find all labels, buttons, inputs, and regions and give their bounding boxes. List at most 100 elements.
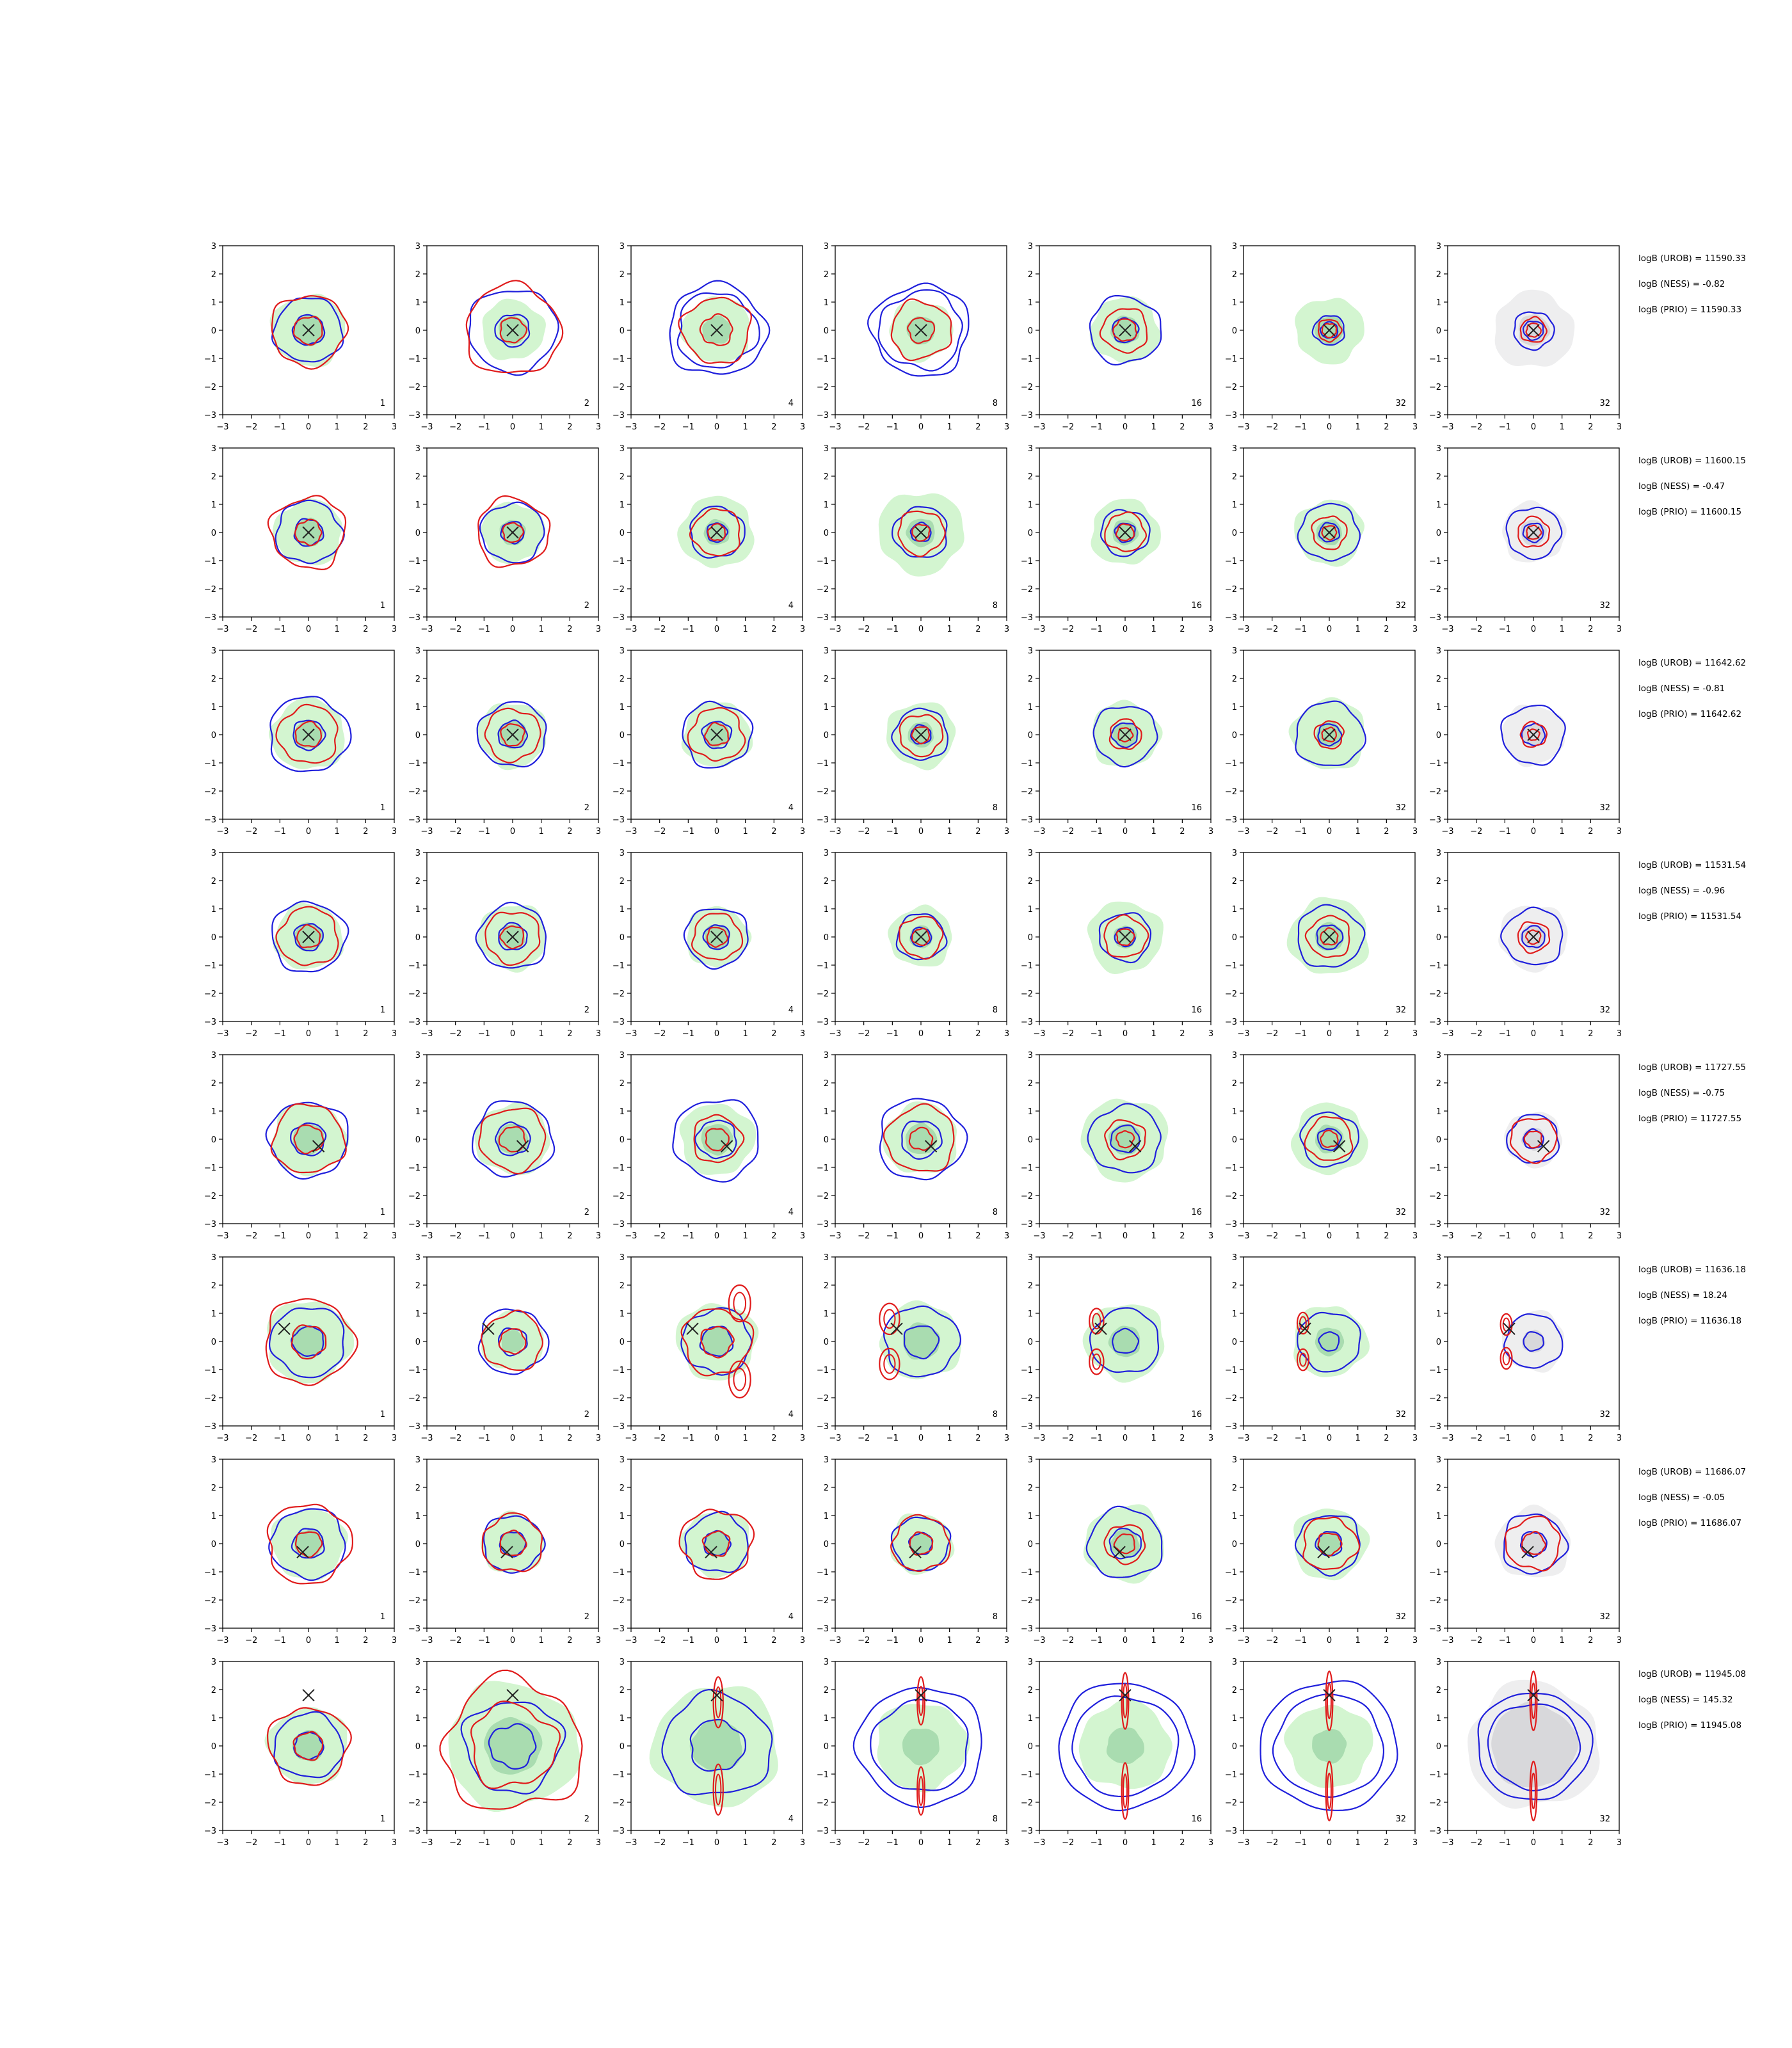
x-tick-label: −2 [1470, 1636, 1482, 1645]
y-tick-label: 1 [211, 905, 216, 915]
y-tick-label: −2 [1021, 383, 1033, 392]
true-value-marker [1527, 324, 1540, 337]
y-tick-label: 2 [1028, 877, 1033, 886]
x-tick-label: 3 [1208, 1838, 1213, 1848]
y-tick-label: −2 [1021, 1394, 1033, 1404]
blue-contour [867, 282, 970, 377]
panel-label: 2 [584, 1410, 589, 1420]
x-tick-label: 1 [1151, 827, 1156, 836]
y-tick-label: −1 [408, 1770, 420, 1780]
x-tick-label: −3 [216, 422, 228, 432]
y-tick-label: −1 [1225, 1366, 1237, 1375]
blue-contour [1092, 706, 1158, 768]
row-stats-2: logB (UROB) = 11600.15 logB (NESS) = -0.4… [1638, 456, 1746, 517]
true-value-marker [1119, 728, 1132, 741]
y-tick-label: 2 [211, 1281, 216, 1291]
y-tick-label: −1 [204, 355, 216, 364]
panel-label: 32 [1599, 1814, 1610, 1824]
y-tick-label: −1 [1021, 1770, 1033, 1780]
x-tick-label: 3 [1004, 422, 1009, 432]
panel-label: 1 [380, 601, 385, 611]
y-tick-label: −3 [204, 815, 216, 825]
x-tick-label: −2 [1470, 1029, 1482, 1039]
x-tick-label: 0 [510, 1636, 515, 1645]
plot-area [1494, 289, 1575, 367]
blue-contour [1260, 1680, 1398, 1811]
blue-contour [891, 707, 949, 761]
y-tick-label: −1 [408, 1568, 420, 1578]
y-tick-label: 3 [415, 1253, 420, 1263]
x-tick-label: 0 [1327, 827, 1332, 836]
x-tick-label: −1 [682, 827, 694, 836]
y-tick-label: 1 [824, 1714, 829, 1724]
density-fill-inner [1491, 1701, 1579, 1788]
x-tick-label: −3 [829, 625, 841, 634]
red-contour-lobe [712, 1763, 724, 1816]
y-tick-label: 0 [1436, 1742, 1441, 1752]
y-tick-label: −2 [612, 989, 625, 999]
y-tick-label: 3 [1028, 646, 1033, 656]
y-tick-label: 0 [415, 933, 420, 943]
x-tick-label: 1 [947, 625, 952, 634]
y-tick-label: −1 [204, 961, 216, 971]
y-tick-label: 0 [1028, 529, 1033, 538]
plot-area [672, 1099, 759, 1183]
x-tick-label: −3 [216, 1838, 228, 1848]
x-tick-label: 1 [335, 1434, 340, 1443]
panel-r8-c6: −3 −2 −1 0 1 2 3 −3 −2 −1 0 1 2 3 32 [1225, 1658, 1418, 1848]
x-tick-label: 2 [1180, 1434, 1185, 1443]
y-tick-label: −2 [1429, 1192, 1441, 1201]
x-tick-label: 3 [1208, 625, 1213, 634]
true-value-marker [1299, 1322, 1311, 1335]
x-tick-label: −3 [420, 1029, 433, 1039]
y-tick-label: −3 [1429, 1827, 1441, 1836]
y-tick-label: 1 [1436, 703, 1441, 712]
panel-r5-c6: −3 −2 −1 0 1 2 3 −3 −2 −1 0 1 2 3 32 [1225, 1051, 1418, 1241]
x-tick-label: 0 [1327, 422, 1332, 432]
y-tick-label: 3 [1028, 1051, 1033, 1060]
x-tick-label: 2 [1180, 1636, 1185, 1645]
blue-contour [901, 1120, 943, 1160]
y-tick-label: −1 [612, 355, 625, 364]
red-contour [1313, 720, 1345, 750]
y-tick-label: 1 [824, 905, 829, 915]
x-tick-label: 1 [1560, 422, 1565, 432]
x-tick-label: 3 [392, 1434, 397, 1443]
plot-area [1500, 1310, 1565, 1373]
y-tick-label: 0 [1232, 731, 1237, 740]
plot-area [1260, 1670, 1398, 1821]
panel-r8-c3: −3 −2 −1 0 1 2 3 −3 −2 −1 0 1 2 3 4 [612, 1658, 805, 1848]
y-tick-label: −1 [817, 1366, 829, 1375]
panel-r8-c4: −3 −2 −1 0 1 2 3 −3 −2 −1 0 1 2 3 8 [817, 1658, 1009, 1848]
x-tick-label: 0 [1531, 1434, 1536, 1443]
plot-area [1286, 897, 1369, 974]
red-contour [439, 1669, 583, 1810]
density-fill-inner [1522, 1329, 1546, 1353]
blue-contour [1318, 1331, 1340, 1352]
x-tick-label: −1 [1499, 1838, 1511, 1848]
blue-contour [1071, 1695, 1180, 1798]
y-tick-label: −2 [612, 1192, 625, 1201]
x-tick-label: −2 [653, 1838, 666, 1848]
y-tick-label: 0 [1436, 933, 1441, 943]
y-tick-label: −3 [204, 411, 216, 420]
red-contour-lobe [1325, 1670, 1334, 1731]
x-tick-label: 0 [714, 625, 719, 634]
x-tick-label: −1 [886, 827, 899, 836]
x-tick-label: −2 [1470, 1231, 1482, 1241]
panel-label: 16 [1191, 399, 1202, 408]
y-tick-label: −1 [1429, 1770, 1441, 1780]
x-tick-label: −1 [274, 422, 286, 432]
x-tick-label: 3 [1412, 1838, 1418, 1848]
y-tick-label: 2 [1436, 472, 1441, 482]
y-tick-label: 1 [1436, 905, 1441, 915]
x-tick-label: 1 [335, 1838, 340, 1848]
x-tick-label: 0 [510, 1231, 515, 1241]
x-tick-label: −2 [245, 1636, 257, 1645]
blue-contour [1521, 925, 1546, 948]
x-tick-label: 0 [918, 1838, 924, 1848]
blue-contour [1110, 722, 1139, 749]
x-tick-label: −1 [1499, 625, 1511, 634]
x-tick-label: 3 [1004, 1636, 1009, 1645]
x-tick-label: 0 [1123, 1434, 1128, 1443]
